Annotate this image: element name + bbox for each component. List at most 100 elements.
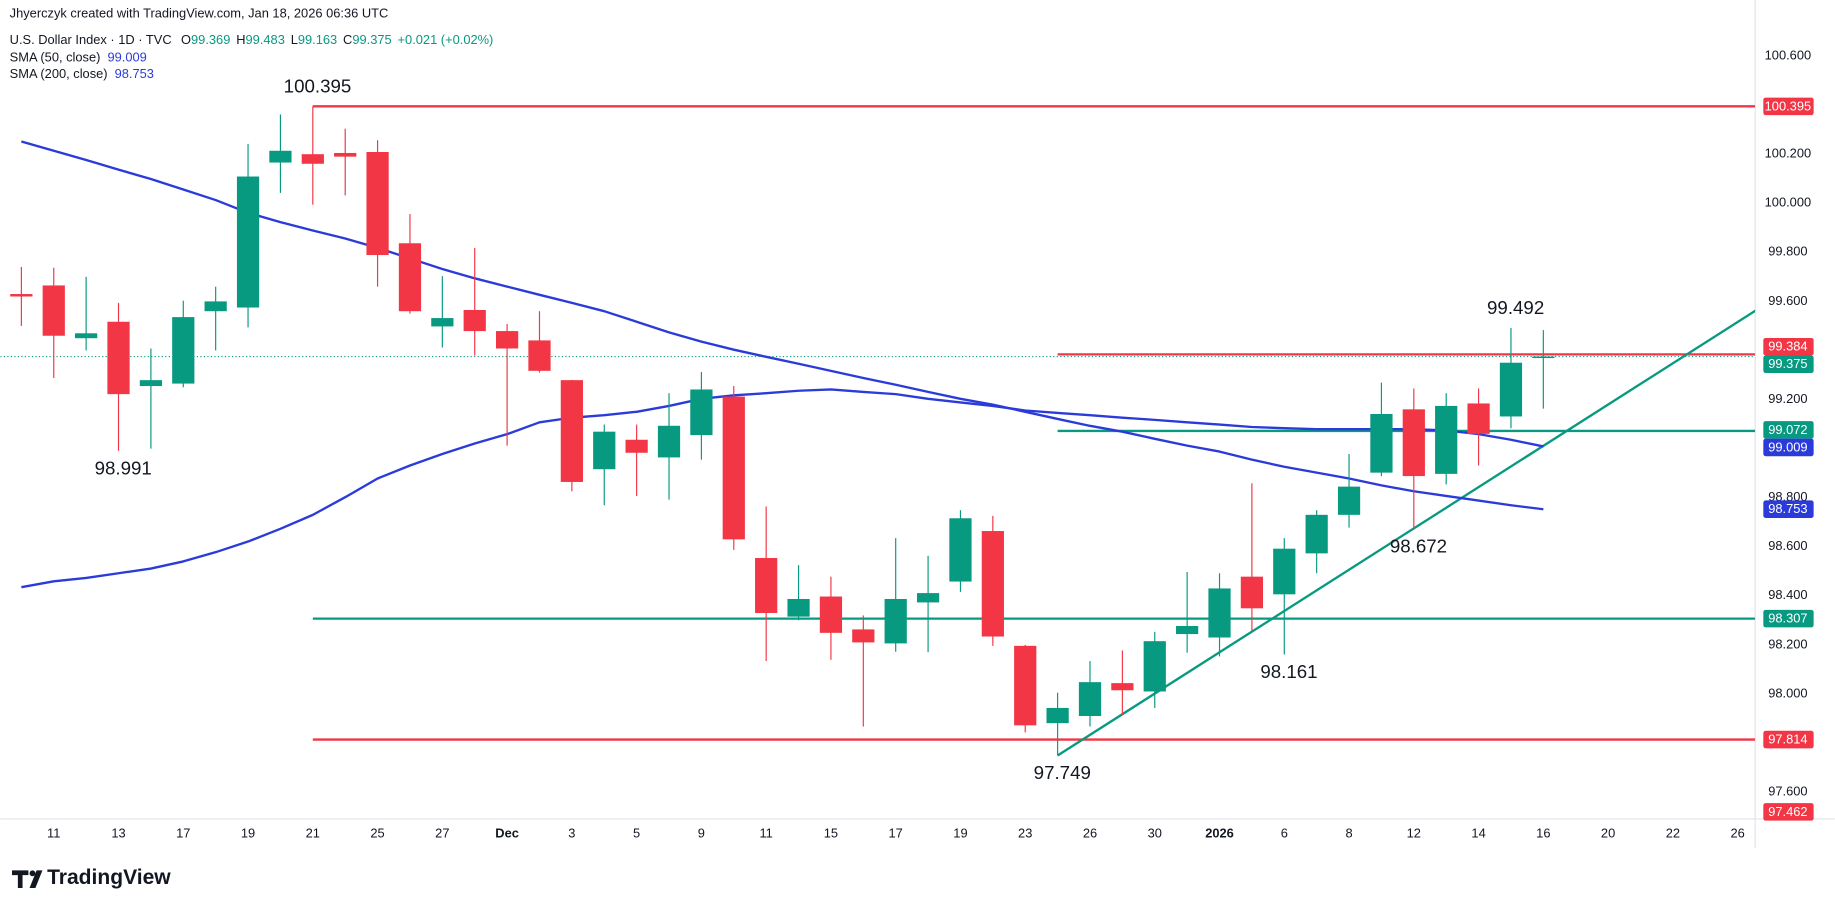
x-tick-label: 12 — [1407, 826, 1421, 841]
price-label: 99.375 — [1768, 356, 1807, 371]
x-tick-label: 17 — [176, 826, 190, 841]
ohlc-value: 99.375 — [352, 32, 391, 47]
candle-body — [625, 439, 648, 453]
candle-body — [1305, 514, 1328, 554]
candle-body — [1176, 625, 1199, 635]
candle-body — [916, 593, 940, 603]
x-tick-label: 5 — [633, 826, 640, 841]
price-label: 100.395 — [1765, 98, 1811, 113]
symbol-legend: U.S. Dollar Index · 1D · TVC O99.369 H99.4… — [10, 32, 494, 47]
price-annotation: 100.395 — [284, 76, 352, 97]
x-tick-label: 11 — [759, 826, 772, 841]
candle-body — [107, 321, 130, 395]
price-label-box — [1763, 97, 1814, 116]
ohlc-letter: L — [291, 32, 298, 47]
candle-body — [495, 331, 519, 349]
x-tick-label: 20 — [1601, 826, 1615, 841]
y-tick-label: 98.000 — [1768, 685, 1807, 700]
ohlc-value: 99.369 — [191, 32, 230, 47]
change: +0.021 (+0.02%) — [398, 32, 494, 47]
x-tick-label: 30 — [1148, 826, 1162, 841]
candle-body — [139, 380, 163, 387]
price-label: 99.009 — [1768, 439, 1807, 454]
price-label-box — [1763, 500, 1814, 518]
candle-body — [301, 154, 324, 164]
y-tick-label: 100.600 — [1765, 47, 1811, 62]
x-tick-label: 26 — [1083, 826, 1097, 841]
price-label-box — [1763, 421, 1814, 439]
candle-body — [366, 151, 389, 256]
x-tick-label: 21 — [306, 826, 320, 841]
candle-body — [1014, 645, 1037, 726]
ohlc-value: 99.483 — [246, 32, 285, 47]
candle-body — [1532, 356, 1555, 359]
y-tick-label: 98.800 — [1768, 489, 1807, 504]
x-tick-label: 8 — [1345, 826, 1352, 841]
price-label: 97.814 — [1768, 732, 1807, 747]
candle-body — [75, 333, 98, 339]
candle-body — [852, 629, 875, 643]
price-label-box — [1763, 803, 1814, 821]
candle-body — [1402, 409, 1425, 477]
ohlc-letter: C — [343, 32, 352, 47]
ohlc-letter: H — [236, 32, 245, 47]
plot-area — [0, 105, 1756, 757]
y-tick-label: 100.200 — [1765, 146, 1811, 161]
candle-body — [1111, 683, 1134, 691]
symbol: U.S. Dollar Index · 1D · TVC — [10, 32, 172, 47]
sma-line — [21, 388, 1544, 589]
candle-body — [755, 558, 778, 613]
price-annotation: 98.672 — [1390, 536, 1447, 557]
y-tick-label: 99.600 — [1768, 293, 1807, 308]
x-tick-label: 23 — [1018, 826, 1032, 841]
x-tick-label: 26 — [1730, 826, 1744, 841]
candle-body — [1499, 362, 1523, 417]
candle-body — [431, 318, 454, 327]
candle-body — [42, 285, 65, 336]
candle-body — [1370, 414, 1393, 473]
price-annotation: 99.492 — [1487, 297, 1544, 318]
x-tick-label: 17 — [889, 826, 903, 841]
candle-body — [819, 596, 843, 633]
candle-body — [1078, 682, 1102, 717]
price-label: 98.307 — [1768, 611, 1807, 626]
candle-body — [236, 176, 260, 308]
price-annotation: 98.161 — [1260, 661, 1317, 682]
price-label: 98.753 — [1768, 501, 1807, 516]
price-annotation: 97.749 — [1034, 762, 1091, 783]
trendline — [1056, 309, 1756, 757]
candle-body — [1143, 641, 1166, 692]
x-tick-label: 16 — [1536, 826, 1550, 841]
candle-body — [1337, 486, 1361, 515]
candle-body — [593, 431, 616, 470]
price-label: 99.072 — [1768, 422, 1807, 437]
candle-body — [560, 380, 583, 482]
branding: TradingView — [47, 866, 171, 889]
price-label: 97.462 — [1768, 804, 1807, 819]
price-label-box — [1763, 337, 1814, 356]
indicator-value: 98.753 — [115, 66, 154, 81]
y-tick-label: 98.400 — [1768, 587, 1807, 602]
x-tick-label: 15 — [824, 826, 838, 841]
candle-body — [334, 152, 357, 157]
x-tick-label: 6 — [1281, 826, 1288, 841]
indicator-value: 99.009 — [107, 50, 146, 65]
x-tick-label: 3 — [568, 826, 575, 841]
credit: Jhyerczyk created with TradingView.com, … — [10, 5, 389, 20]
x-tick-label: 22 — [1666, 826, 1680, 841]
x-tick-label: 25 — [370, 826, 384, 841]
y-tick-label: 98.200 — [1768, 636, 1807, 651]
x-tick-label: 19 — [953, 826, 967, 841]
y-tick-label: 99.800 — [1768, 244, 1807, 259]
candle-body — [1435, 405, 1458, 474]
candle-body — [690, 389, 713, 436]
y-tick-label: 100.000 — [1765, 195, 1811, 210]
x-tick-label: 14 — [1471, 826, 1485, 841]
price-label-box — [1763, 730, 1814, 749]
indicator-name: SMA (50, close) — [10, 50, 101, 65]
candle-body — [463, 309, 486, 332]
x-tick-label: 11 — [47, 826, 60, 841]
candle-body — [398, 243, 422, 312]
